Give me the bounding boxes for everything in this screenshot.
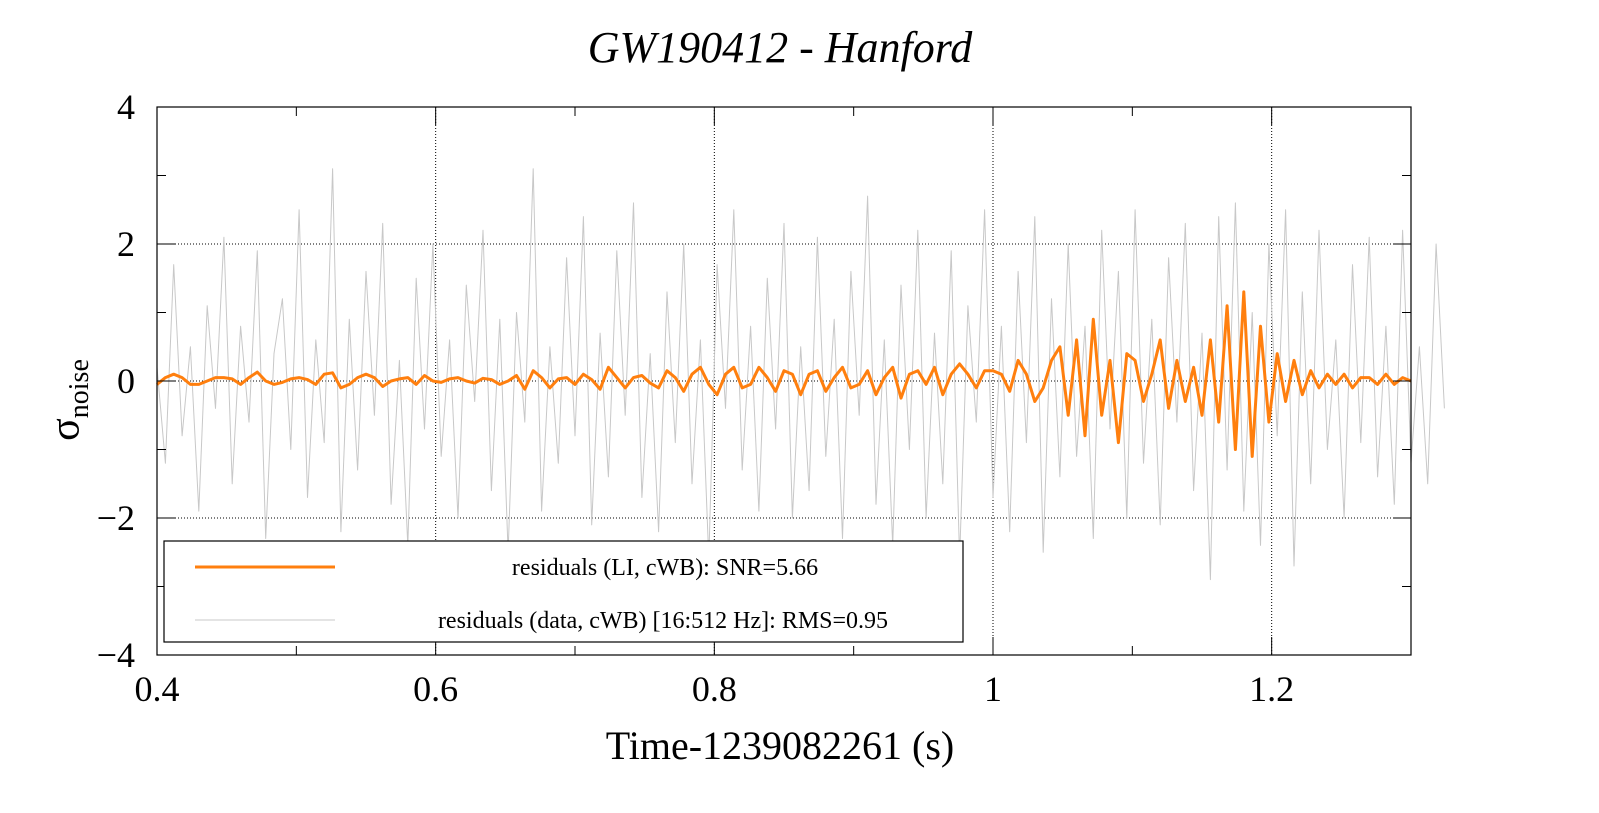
x-tick-label: 0.4: [135, 669, 180, 709]
x-axis-label: Time-1239082261 (s): [605, 723, 955, 768]
legend-box: [163, 540, 964, 643]
y-tick-label: −2: [97, 498, 135, 538]
x-tick-label: 1.2: [1249, 669, 1294, 709]
x-tick-label: 0.8: [692, 669, 737, 709]
y-tick-label: 0: [117, 361, 135, 401]
y-tick-label: −4: [97, 635, 135, 675]
x-tick-label: 1: [984, 669, 1002, 709]
x-tick-label: 0.6: [413, 669, 458, 709]
li-residuals-line: [156, 290, 1412, 458]
chart-title: GW190412 - Hanford: [587, 23, 973, 72]
data-residuals-line: [156, 168, 1445, 581]
legend-label: residuals (data, cWB) [16:512 Hz]: RMS=0…: [438, 608, 888, 634]
legend-label: residuals (LI, cWB): SNR=5.66: [512, 555, 818, 581]
y-tick-label: 4: [117, 87, 135, 127]
y-tick-label: 2: [117, 224, 135, 264]
